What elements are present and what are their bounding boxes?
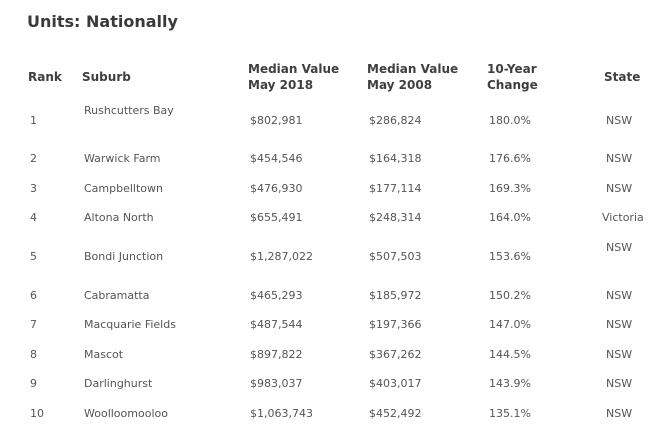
table-cell: NSW <box>606 182 633 195</box>
table-cell: NSW <box>606 407 633 420</box>
table-cell: $507,503 <box>369 250 422 263</box>
table-cell: Macquarie Fields <box>84 318 176 331</box>
table-cell: $1,063,743 <box>250 407 313 420</box>
table-title: Units: Nationally <box>27 12 178 31</box>
table-cell: 135.1% <box>489 407 531 420</box>
table-cell: 3 <box>30 182 37 195</box>
table-cell: $367,262 <box>369 348 422 361</box>
table-cell: 5 <box>30 250 37 263</box>
table-cell: $454,546 <box>250 152 303 165</box>
table-cell: NSW <box>606 114 633 127</box>
column-header: Rank <box>28 70 62 84</box>
table-cell: $177,114 <box>369 182 422 195</box>
table-cell: Darlinghurst <box>84 377 153 390</box>
table-cell: $286,824 <box>369 114 422 127</box>
table-cell: 2 <box>30 152 37 165</box>
table-cell: $655,491 <box>250 211 303 224</box>
table-cell: $164,318 <box>369 152 422 165</box>
column-header: 10-Year <box>487 62 537 76</box>
table-cell: 6 <box>30 289 37 302</box>
table-cell: $802,981 <box>250 114 303 127</box>
table-cell: NSW <box>606 289 633 302</box>
table-cell: 176.6% <box>489 152 531 165</box>
table-cell: 4 <box>30 211 37 224</box>
table-cell: 1 <box>30 114 37 127</box>
table-cell: Rushcutters Bay <box>84 104 174 117</box>
table-cell: 7 <box>30 318 37 331</box>
table-cell: NSW <box>606 318 633 331</box>
table-cell: $465,293 <box>250 289 303 302</box>
table-cell: $248,314 <box>369 211 422 224</box>
column-header: State <box>604 70 641 84</box>
table-cell: $403,017 <box>369 377 422 390</box>
table-cell: Warwick Farm <box>84 152 161 165</box>
table-cell: 164.0% <box>489 211 531 224</box>
column-header: May 2008 <box>367 78 433 92</box>
table-cell: $983,037 <box>250 377 303 390</box>
table-cell: 169.3% <box>489 182 531 195</box>
table-cell: Woolloomooloo <box>84 407 168 420</box>
table-cell: $197,366 <box>369 318 422 331</box>
table-cell: NSW <box>606 241 633 254</box>
column-header: Suburb <box>82 70 131 84</box>
table-cell: $1,287,022 <box>250 250 313 263</box>
table-cell: 147.0% <box>489 318 531 331</box>
table-cell: $897,822 <box>250 348 303 361</box>
table-cell: NSW <box>606 377 633 390</box>
table-cell: $487,544 <box>250 318 303 331</box>
table-cell: $452,492 <box>369 407 422 420</box>
table-cell: Victoria <box>602 211 644 224</box>
column-header: Median Value <box>367 62 459 76</box>
table-cell: Altona North <box>84 211 154 224</box>
column-header: May 2018 <box>248 78 314 92</box>
table-cell: 143.9% <box>489 377 531 390</box>
table-cell: $476,930 <box>250 182 303 195</box>
table-cell: 180.0% <box>489 114 531 127</box>
table-cell: 10 <box>30 407 44 420</box>
table-cell: Campbelltown <box>84 182 163 195</box>
table-cell: 144.5% <box>489 348 531 361</box>
table-cell: 9 <box>30 377 37 390</box>
table-cell: 8 <box>30 348 37 361</box>
table-cell: Mascot <box>84 348 124 361</box>
table-cell: Bondi Junction <box>84 250 164 263</box>
column-header: Change <box>487 78 538 92</box>
table-cell: NSW <box>606 152 633 165</box>
table-cell: $185,972 <box>369 289 422 302</box>
table-cell: NSW <box>606 348 633 361</box>
column-header: Median Value <box>248 62 340 76</box>
table-cell: 150.2% <box>489 289 531 302</box>
table-cell: Cabramatta <box>84 289 150 302</box>
table-cell: 153.6% <box>489 250 531 263</box>
